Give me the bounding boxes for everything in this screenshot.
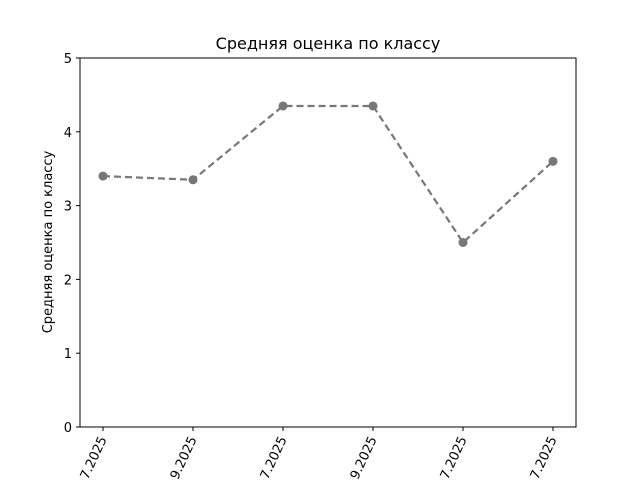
x-tick-label: 9.2025: [168, 434, 201, 480]
plot-frame: [79, 57, 577, 428]
y-axis-label: Средняя оценка по классу: [41, 150, 56, 333]
y-axis: 0 1 2 3 4 5: [64, 52, 80, 436]
y-tick-label: 3: [64, 200, 72, 215]
x-tick-label: 7.2025: [438, 434, 471, 480]
x-axis: 7.2025 9.2025 7.2025 9.2025 7.2025 7.2025: [78, 427, 561, 480]
data-point: [458, 238, 468, 247]
x-tick-label: 9.2025: [348, 434, 381, 480]
data-point: [188, 175, 198, 185]
y-tick-label: 5: [64, 52, 72, 67]
data-point: [368, 101, 378, 111]
y-tick-label: 2: [64, 273, 72, 288]
x-tick-label: 7.2025: [258, 434, 291, 480]
data-point: [278, 101, 288, 111]
y-tick-label: 4: [64, 126, 72, 141]
chart-title: Средняя оценка по классу: [216, 34, 441, 53]
x-tick-label: 7.2025: [528, 434, 561, 480]
data-point: [548, 156, 558, 166]
series-line: [102, 104, 554, 244]
y-tick-label: 1: [64, 347, 72, 362]
series-layer: [98, 101, 558, 247]
y-tick-label: 0: [64, 421, 72, 436]
x-tick-label: 7.2025: [78, 434, 111, 480]
data-point: [98, 171, 108, 181]
